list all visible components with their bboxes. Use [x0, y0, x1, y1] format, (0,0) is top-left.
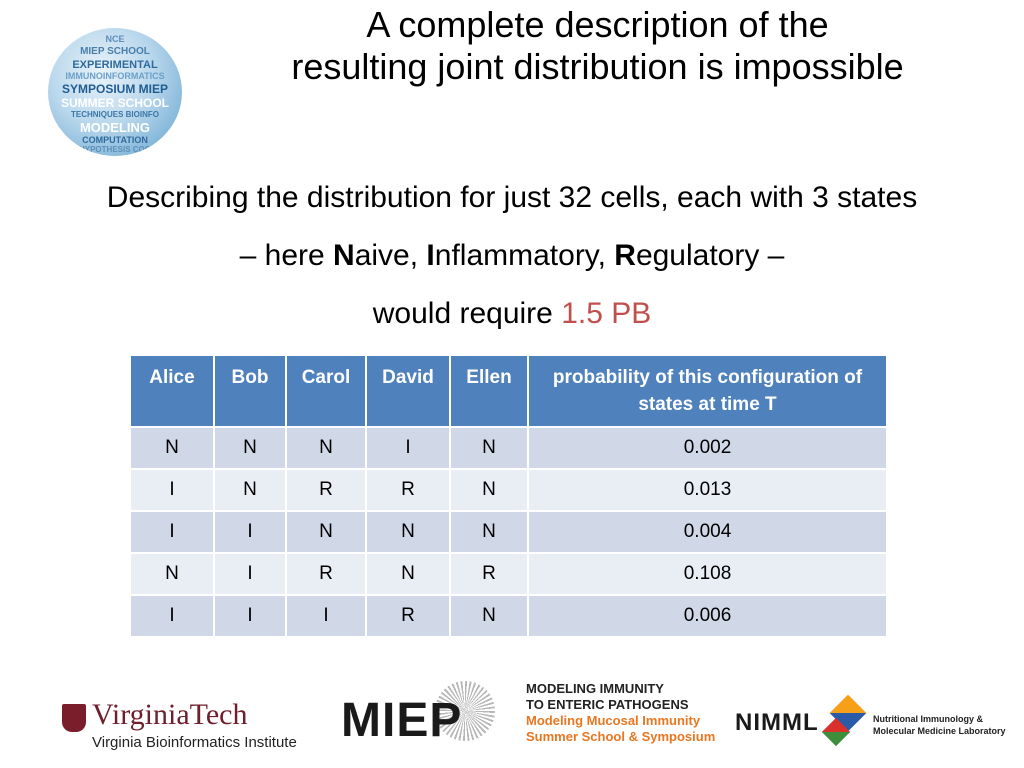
- table-row: I I I R N 0.006: [131, 594, 886, 636]
- logo-word: TECHNIQUES BIOINFO: [70, 110, 159, 119]
- miep-tagline: MODELING IMMUNITY TO ENTERIC PATHOGENS M…: [526, 681, 715, 745]
- header-bob: Bob: [214, 356, 287, 427]
- logo-word: IMMUNOINFORMATICS: [65, 71, 165, 81]
- nimml-label-line-1: Nutritional Immunology &: [873, 714, 983, 724]
- header-alice: Alice: [131, 356, 215, 427]
- probability-cell: 0.013: [528, 468, 886, 511]
- logo-word: SUMMER SCHOOL: [61, 96, 169, 110]
- table-cell: R: [450, 552, 529, 595]
- table-cell: N: [450, 426, 529, 469]
- table-cell: N: [366, 510, 451, 553]
- body-line-3: would require 1.5 PB: [0, 296, 1024, 332]
- body-line-1: Describing the distribution for just 32 …: [106, 181, 918, 214]
- title-line-1: A complete description of the: [366, 4, 829, 45]
- naive-initial: N: [333, 239, 355, 272]
- miep-line-4: Summer School & Symposium: [526, 729, 716, 744]
- vt-shield-icon: [62, 704, 86, 732]
- table-cell: N: [450, 510, 529, 553]
- table-cell: R: [286, 552, 367, 595]
- table-cell: N: [131, 552, 215, 595]
- table-cell: N: [214, 426, 287, 469]
- logo-word: MODELING: [79, 120, 151, 135]
- miep-line-1: MODELING IMMUNITY: [526, 681, 664, 696]
- nimml-lab-name: Nutritional Immunology & Molecular Medic…: [873, 713, 1006, 737]
- miep-line-2: TO ENTERIC PATHOGENS: [526, 697, 689, 712]
- table-cell: I: [214, 594, 287, 636]
- regulatory-rest: egulatory –: [635, 239, 785, 272]
- table-cell: I: [214, 552, 287, 595]
- logo-word: MIEP SCHOOL: [80, 46, 150, 57]
- table-cell: N: [286, 510, 367, 553]
- logo-word: NCE: [105, 34, 125, 44]
- storage-size-highlight: 1.5 PB: [561, 297, 652, 330]
- miep-line-3: Modeling Mucosal Immunity: [526, 713, 701, 728]
- nimml-wordmark: NIMML: [735, 709, 819, 736]
- line3-prefix: would require: [372, 297, 562, 330]
- header-david: David: [366, 356, 451, 427]
- probability-cell: 0.108: [528, 552, 886, 595]
- table-row: I N R R N 0.013: [131, 468, 886, 511]
- table-cell: I: [131, 594, 215, 636]
- regulatory-initial: R: [614, 239, 636, 272]
- probability-cell: 0.002: [528, 426, 886, 469]
- table-cell: N: [214, 468, 287, 511]
- logo-word: COMPUTATION: [82, 135, 148, 145]
- miep-wordmark: MIEP: [341, 694, 463, 747]
- body-line-2: – here Naive, Inflammatory, Regulatory –: [0, 238, 1024, 274]
- table-cell: I: [366, 426, 451, 469]
- table-cell: I: [131, 468, 215, 511]
- table-cell: R: [286, 468, 367, 511]
- inflammatory-rest: nflammatory,: [434, 239, 615, 272]
- configuration-table: Alice Bob Carol David Ellen probability …: [131, 356, 886, 636]
- header-carol: Carol: [286, 356, 367, 427]
- probability-cell: 0.004: [528, 510, 886, 553]
- table-cell: N: [450, 594, 529, 636]
- vt-wordmark: VirginiaTech: [92, 698, 248, 731]
- vt-institute: Virginia Bioinformatics Institute: [92, 734, 297, 751]
- header-ellen: Ellen: [450, 356, 529, 427]
- table-cell: N: [286, 426, 367, 469]
- naive-rest: aive,: [354, 239, 427, 272]
- miep-dot-arc-icon: [410, 656, 520, 766]
- table-cell: N: [450, 468, 529, 511]
- title-line-2: resulting joint distribution is impossib…: [291, 46, 904, 87]
- header-probability: probability of this configuration of sta…: [528, 356, 886, 427]
- table-row: N I R N R 0.108: [131, 552, 886, 595]
- miep-word-cloud-logo: NCE MIEP SCHOOL EXPERIMENTAL IMMUNOINFOR…: [48, 28, 182, 156]
- inflammatory-initial: I: [426, 239, 435, 272]
- table-header-row: Alice Bob Carol David Ellen probability …: [131, 356, 886, 427]
- table-cell: N: [131, 426, 215, 469]
- probability-cell: 0.006: [528, 594, 886, 636]
- table-cell: I: [286, 594, 367, 636]
- nimml-label-line-2: Molecular Medicine Laboratory: [873, 726, 1006, 736]
- slide-title: A complete description of the resulting …: [200, 4, 995, 88]
- table-cell: I: [214, 510, 287, 553]
- logo-word: EXPERIMENTAL: [72, 59, 158, 71]
- logo-word: SYMPOSIUM MIEP: [61, 82, 168, 96]
- table-row: N N N I N 0.002: [131, 426, 886, 469]
- line2-prefix: – here: [239, 239, 334, 272]
- logo-word: HYPOTHESIS COO: [78, 145, 151, 154]
- table-cell: I: [131, 510, 215, 553]
- table-cell: N: [366, 552, 451, 595]
- table-row: I I N N N 0.004: [131, 510, 886, 553]
- table-cell: R: [366, 594, 451, 636]
- table-cell: R: [366, 468, 451, 511]
